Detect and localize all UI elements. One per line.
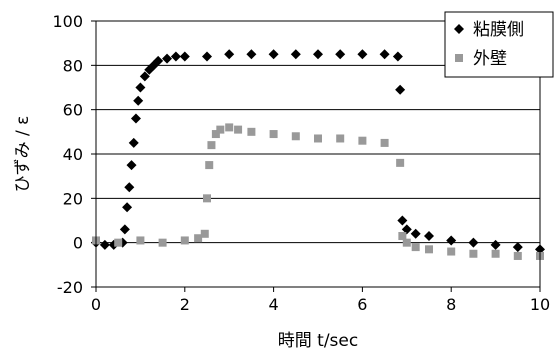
point-mucosa (410, 228, 421, 239)
point-mucosa (313, 49, 323, 60)
point-mucosa (246, 49, 257, 60)
legend-marker-mucosa (454, 24, 464, 34)
point-mucosa (122, 202, 133, 213)
point-outer-wall (447, 247, 456, 256)
y-tick-label: 40 (63, 145, 83, 164)
point-outer-wall (411, 243, 420, 252)
point-mucosa (128, 137, 139, 148)
point-outer-wall (402, 238, 411, 247)
point-outer-wall (269, 130, 278, 139)
point-outer-wall (396, 158, 405, 167)
point-outer-wall (194, 234, 203, 243)
point-mucosa (379, 49, 390, 60)
point-mucosa (392, 51, 403, 62)
point-outer-wall (491, 249, 500, 258)
point-mucosa (153, 55, 164, 66)
x-axis-title: 時間 t/sec (278, 331, 358, 351)
point-outer-wall (291, 132, 300, 141)
point-outer-wall (216, 125, 225, 134)
point-mucosa (130, 113, 141, 124)
point-mucosa (139, 71, 150, 82)
point-mucosa (335, 49, 346, 60)
point-mucosa (119, 224, 130, 235)
point-mucosa (162, 53, 173, 64)
point-outer-wall (398, 232, 407, 241)
point-outer-wall (203, 194, 211, 203)
point-outer-wall (136, 236, 145, 245)
point-mucosa (126, 160, 137, 171)
point-mucosa (99, 239, 110, 250)
point-mucosa (290, 49, 301, 60)
y-tick-label: 20 (63, 189, 83, 208)
x-tick-label: 4 (269, 295, 279, 314)
point-outer-wall (358, 136, 367, 145)
point-mucosa (401, 224, 412, 235)
point-outer-wall (211, 130, 220, 139)
y-tick-label: 0 (73, 234, 83, 253)
point-outer-wall (158, 238, 167, 247)
point-outer-wall (207, 141, 216, 150)
point-outer-wall (234, 125, 243, 134)
point-outer-wall (247, 127, 256, 136)
x-tick-label: 10 (530, 295, 550, 314)
point-outer-wall (205, 161, 214, 170)
point-mucosa (395, 84, 406, 95)
point-outer-wall (336, 134, 345, 143)
point-outer-wall (425, 245, 433, 254)
x-tick-label: 8 (446, 295, 456, 314)
point-outer-wall (180, 236, 189, 245)
x-tick-label: 0 (91, 295, 101, 314)
y-axis-title: ひずみ / ε (13, 116, 33, 193)
legend-label-outer-wall: 外壁 (473, 49, 507, 69)
point-mucosa (446, 235, 457, 246)
point-mucosa (170, 51, 181, 62)
y-tick-label: -20 (57, 278, 83, 297)
point-outer-wall (513, 251, 522, 260)
point-outer-wall (380, 138, 389, 147)
point-mucosa (357, 49, 368, 60)
point-mucosa (224, 49, 235, 60)
point-mucosa (397, 215, 408, 226)
y-tick-label: 60 (63, 101, 83, 120)
y-tick-label: 80 (63, 56, 83, 75)
point-mucosa (424, 231, 434, 242)
legend-label-mucosa: 粘膜側 (473, 20, 524, 40)
point-outer-wall (314, 134, 322, 143)
legend: 粘膜側 外壁 (444, 11, 554, 78)
point-mucosa (268, 49, 279, 60)
point-mucosa (133, 95, 144, 106)
plot-area-border (95, 20, 541, 288)
point-mucosa (468, 237, 479, 248)
x-tick-label: 6 (357, 295, 367, 314)
data-points (91, 49, 545, 260)
point-mucosa (512, 242, 523, 253)
point-mucosa (202, 51, 212, 62)
point-mucosa (490, 239, 501, 250)
y-tick-labels: -20 0 20 40 60 80 100 (52, 12, 83, 297)
point-outer-wall (469, 249, 478, 258)
point-mucosa (179, 51, 190, 62)
point-outer-wall (200, 229, 209, 238)
y-tick-label: 100 (52, 12, 83, 31)
legend-marker-outer-wall (455, 54, 463, 62)
point-outer-wall (225, 123, 234, 132)
point-outer-wall (114, 238, 123, 247)
x-tick-labels: 0 2 4 6 8 10 (91, 295, 550, 314)
legend-box (444, 11, 554, 78)
point-mucosa (124, 182, 135, 193)
point-mucosa (135, 82, 146, 93)
x-tick-label: 2 (180, 295, 190, 314)
point-mucosa (148, 60, 159, 71)
